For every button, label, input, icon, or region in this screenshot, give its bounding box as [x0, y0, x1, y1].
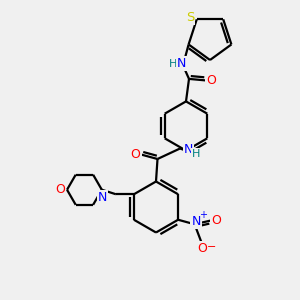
Text: O: O [131, 148, 140, 161]
Text: O: O [211, 214, 221, 226]
Text: N: N [184, 142, 193, 156]
Text: N: N [98, 191, 107, 204]
Text: N: N [177, 57, 186, 70]
Text: O: O [206, 74, 216, 87]
Text: N: N [191, 215, 201, 228]
Text: −: − [207, 242, 216, 252]
Text: +: + [199, 210, 207, 220]
Text: H: H [192, 149, 201, 159]
Text: S: S [186, 11, 194, 24]
Text: O: O [198, 242, 208, 255]
Text: H: H [169, 59, 178, 69]
Text: O: O [56, 183, 65, 196]
